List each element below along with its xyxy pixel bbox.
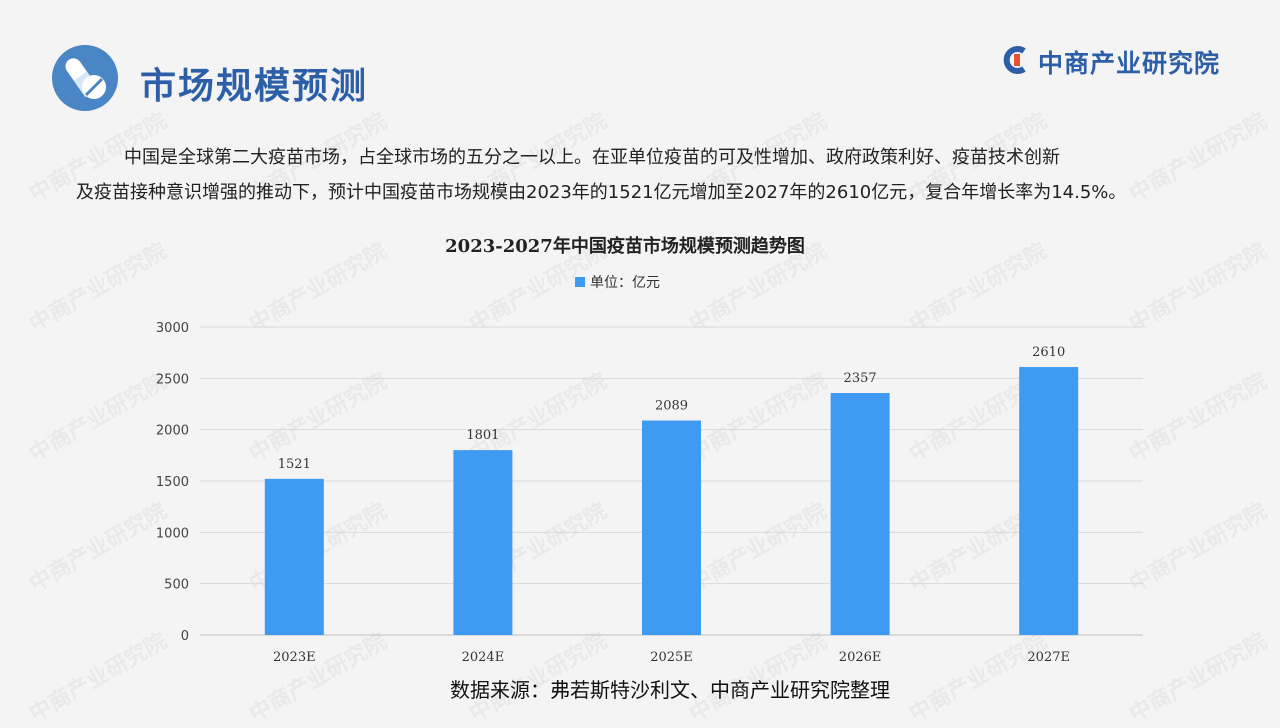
x-tick-label: 2023E bbox=[273, 650, 316, 665]
bar bbox=[1019, 367, 1079, 635]
data-label: 1521 bbox=[278, 457, 311, 472]
data-label: 1801 bbox=[466, 428, 499, 443]
x-tick-label: 2024E bbox=[462, 650, 505, 665]
c-ring-logo-icon bbox=[1002, 45, 1032, 79]
capsule-pill-icon bbox=[52, 45, 118, 111]
legend-swatch bbox=[575, 277, 585, 287]
bar bbox=[264, 478, 324, 635]
data-label: 2089 bbox=[655, 399, 688, 414]
bar bbox=[453, 450, 513, 635]
source-note: 数据来源：弗若斯特沙利文、中商产业研究院整理 bbox=[450, 678, 890, 702]
bar bbox=[642, 420, 701, 635]
bar bbox=[830, 393, 890, 635]
y-tick-label: 1500 bbox=[156, 475, 189, 490]
x-tick-label: 2026E bbox=[839, 650, 882, 665]
intro-line-2: 及疫苗接种意识增强的推动下，预计中国疫苗市场规模由2023年的1521亿元增加至… bbox=[76, 182, 1127, 203]
data-label: 2610 bbox=[1032, 345, 1065, 360]
y-tick-label: 2500 bbox=[156, 372, 189, 387]
y-tick-label: 3000 bbox=[156, 321, 189, 336]
x-tick-label: 2027E bbox=[1027, 650, 1070, 665]
intro-paragraph: 中国是全球第二大疫苗市场，占全球市场的五分之一以上。在亚单位疫苗的可及性增加、政… bbox=[76, 140, 1256, 210]
data-label: 2357 bbox=[844, 371, 877, 386]
x-tick-label: 2025E bbox=[650, 650, 693, 665]
brand-logo: 中商产业研究院 bbox=[1002, 42, 1220, 82]
chart-title: 2023-2027年中国疫苗市场规模预测趋势图 bbox=[445, 236, 805, 257]
y-tick-label: 0 bbox=[181, 629, 189, 644]
legend-label: 单位：亿元 bbox=[590, 275, 660, 291]
y-tick-label: 500 bbox=[164, 578, 189, 593]
y-tick-label: 1000 bbox=[156, 526, 189, 541]
y-tick-label: 2000 bbox=[156, 424, 189, 439]
page-title: 市场规模预测 bbox=[140, 66, 369, 107]
brand-name: 中商产业研究院 bbox=[1038, 49, 1221, 78]
intro-line-1: 中国是全球第二大疫苗市场，占全球市场的五分之一以上。在亚单位疫苗的可及性增加、政… bbox=[124, 147, 1060, 168]
chart-legend: 单位：亿元 bbox=[575, 272, 660, 292]
